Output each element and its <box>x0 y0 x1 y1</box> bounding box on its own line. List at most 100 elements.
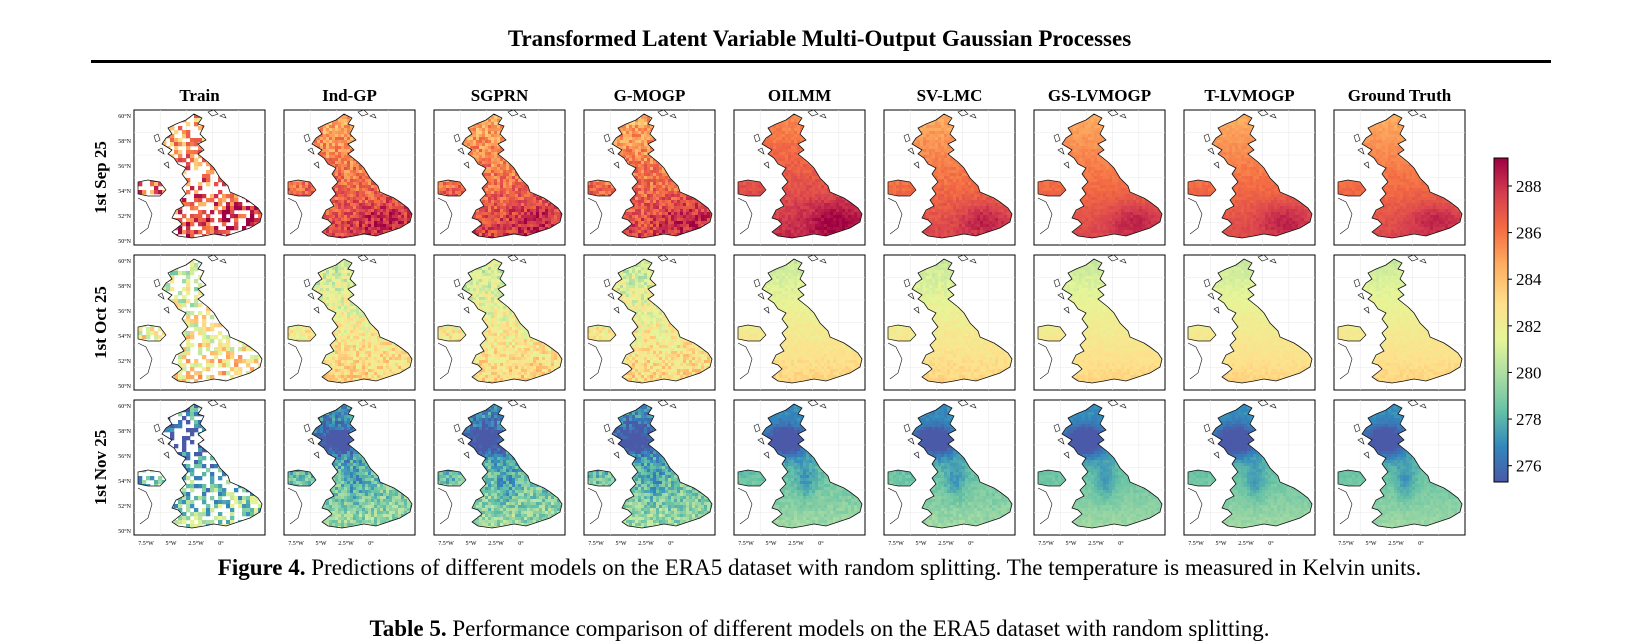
column-header: G-MOGP <box>614 86 686 105</box>
map-panel: 7.5°W 5°W 2.5°W 0° <box>884 400 1016 547</box>
colorbar-tick-label: 284 <box>1516 270 1542 289</box>
lon-tick-label: 0° <box>1118 540 1124 547</box>
lon-tick-label: 7.5°W <box>738 540 754 547</box>
lat-tick-label: 54°N <box>118 478 131 485</box>
map-panel: 60°N58°N56°N54°N52°N50°N <box>118 110 266 246</box>
map-panel <box>734 255 866 390</box>
map-panel: 60°N 58°N 56°N 54°N 52°N 50°N 7.5°W 5°W 2.5°W 0° <box>118 400 266 547</box>
lat-tick-label: 50°N <box>118 238 131 245</box>
map-panel <box>284 110 416 245</box>
lon-tick-label: 2.5°W <box>188 540 204 547</box>
map-panel <box>584 255 716 390</box>
lon-tick-label: 7.5°W <box>288 540 304 547</box>
map-panel <box>584 110 716 245</box>
map-panel <box>884 110 1016 245</box>
map-panel <box>1334 255 1466 390</box>
map-panel <box>1334 110 1466 245</box>
row-label: 1st Sep 25 <box>91 141 110 214</box>
lon-tick-label: 5°W <box>915 540 926 547</box>
lon-tick-label: 2.5°W <box>938 540 954 547</box>
figure-label: Figure 4. <box>218 555 306 580</box>
lat-tick-label: 52°N <box>118 503 131 510</box>
lat-tick-label: 50°N <box>118 528 131 535</box>
lon-tick-label: 2.5°W <box>638 540 654 547</box>
lon-tick-label: 0° <box>368 540 374 547</box>
table-label: Table 5. <box>369 616 446 641</box>
lon-tick-label: 5°W <box>1365 540 1376 547</box>
lon-tick-label: 5°W <box>1215 540 1226 547</box>
row-label: 1st Oct 25 <box>91 286 110 359</box>
colorbar-tick-label: 282 <box>1516 317 1542 336</box>
lon-tick-label: 7.5°W <box>138 540 154 547</box>
lat-tick-label: 56°N <box>118 163 131 170</box>
table-caption: Table 5. Performance comparison of diffe… <box>0 616 1639 642</box>
map-panel: 7.5°W 5°W 2.5°W 0° <box>434 400 566 547</box>
column-header: SGPRN <box>471 86 529 105</box>
lon-tick-label: 5°W <box>165 540 176 547</box>
map-panel <box>434 255 566 390</box>
lon-tick-label: 0° <box>1418 540 1424 547</box>
lon-tick-label: 7.5°W <box>438 540 454 547</box>
lon-tick-label: 2.5°W <box>488 540 504 547</box>
lon-tick-label: 0° <box>818 540 824 547</box>
map-panel <box>1184 110 1316 245</box>
lon-tick-label: 7.5°W <box>1038 540 1054 547</box>
column-header: GS-LVMOGP <box>1048 86 1151 105</box>
map-panel: 7.5°W 5°W 2.5°W 0° <box>1034 400 1166 547</box>
figure-caption-text: Predictions of different models on the E… <box>306 555 1422 580</box>
lon-tick-label: 5°W <box>615 540 626 547</box>
colorbar-tick-label: 288 <box>1516 177 1542 196</box>
lon-tick-label: 5°W <box>765 540 776 547</box>
lat-tick-label: 58°N <box>118 283 131 290</box>
map-panel <box>434 110 566 245</box>
map-panel <box>1034 110 1166 245</box>
lat-tick-label: 56°N <box>118 308 131 315</box>
lon-tick-label: 2.5°W <box>1088 540 1104 547</box>
lat-tick-label: 60°N <box>118 403 131 410</box>
lat-tick-label: 60°N <box>118 258 131 265</box>
figure-caption: Figure 4. Predictions of different model… <box>0 555 1639 581</box>
lat-tick-label: 54°N <box>118 333 131 340</box>
lon-tick-label: 5°W <box>1065 540 1076 547</box>
column-header: Ind-GP <box>322 86 377 105</box>
lat-tick-label: 52°N <box>118 358 131 365</box>
map-panel <box>284 255 416 390</box>
lon-tick-label: 0° <box>1268 540 1274 547</box>
colorbar-tick-label: 276 <box>1516 457 1542 476</box>
column-header: SV-LMC <box>917 86 983 105</box>
lon-tick-label: 7.5°W <box>588 540 604 547</box>
map-panel <box>734 110 866 245</box>
row-label: 1st Nov 25 <box>91 430 110 506</box>
column-header: Train <box>179 86 220 105</box>
lat-tick-label: 50°N <box>118 383 131 390</box>
lon-tick-label: 7.5°W <box>1338 540 1354 547</box>
lon-tick-label: 0° <box>968 540 974 547</box>
lon-tick-label: 7.5°W <box>1188 540 1204 547</box>
lat-tick-label: 58°N <box>118 138 131 145</box>
column-header: OILMM <box>768 86 831 105</box>
lat-tick-label: 58°N <box>118 428 131 435</box>
lat-tick-label: 56°N <box>118 453 131 460</box>
column-header: Ground Truth <box>1348 86 1452 105</box>
map-panel: 7.5°W 5°W 2.5°W 0° <box>584 400 716 547</box>
map-panel <box>884 255 1016 390</box>
lat-tick-label: 60°N <box>118 113 131 120</box>
map-panel <box>1034 255 1166 390</box>
lon-tick-label: 0° <box>218 540 224 547</box>
map-panel <box>1184 255 1316 390</box>
table-caption-text: Performance comparison of different mode… <box>447 616 1270 641</box>
lon-tick-label: 0° <box>668 540 674 547</box>
lon-tick-label: 5°W <box>465 540 476 547</box>
lon-tick-label: 2.5°W <box>338 540 354 547</box>
column-header: T-LVMOGP <box>1204 86 1294 105</box>
lat-tick-label: 54°N <box>118 188 131 195</box>
lon-tick-label: 0° <box>518 540 524 547</box>
lon-tick-label: 7.5°W <box>888 540 904 547</box>
colorbar-tick-label: 280 <box>1516 363 1542 382</box>
